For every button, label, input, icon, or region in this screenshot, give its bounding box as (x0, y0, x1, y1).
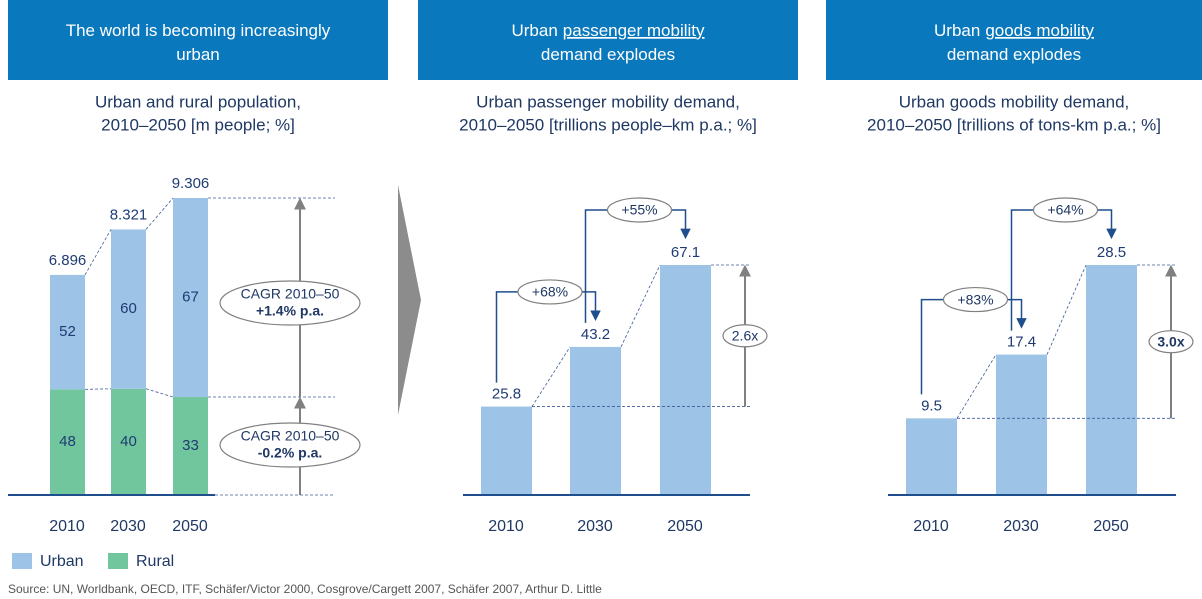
header-span: demand explodes (541, 45, 675, 64)
bar-segment (173, 198, 208, 397)
total-label: 6.896 (49, 252, 87, 269)
guide-line (145, 388, 174, 398)
segment-label: 52 (59, 323, 76, 340)
segment-label: 67 (182, 288, 199, 305)
chart-subtitle: Urban passenger mobility demand, (476, 92, 740, 111)
growth-label: +55% (621, 202, 657, 218)
bar (660, 265, 711, 495)
header-box (418, 0, 798, 80)
value-label: 9.5 (921, 397, 942, 414)
total-label: 9.306 (172, 175, 210, 192)
x-tick-label: 2030 (577, 518, 613, 535)
header-span: Urban (934, 21, 980, 40)
x-tick-label: 2010 (913, 518, 949, 535)
header-text: demand explodes (541, 45, 675, 64)
header-span: passenger mobility (563, 21, 705, 40)
bar (996, 354, 1047, 495)
bar (906, 418, 957, 495)
bar-segment (111, 229, 146, 389)
x-tick-label: 2030 (110, 518, 146, 535)
chart-subtitle: Urban goods mobility demand, (899, 92, 1130, 111)
bar-segment (50, 389, 85, 495)
callout (517, 279, 583, 305)
callout (722, 324, 768, 348)
legend-label: Rural (136, 553, 174, 570)
bar-segment (50, 274, 85, 390)
header-span: Urban (511, 21, 557, 40)
multiplier-label: 2.6x (732, 327, 758, 343)
growth-label: +68% (532, 284, 568, 300)
callout (942, 286, 1009, 313)
callout (1032, 197, 1099, 223)
header-text: Urban goods mobility (934, 21, 1094, 40)
header-text: Urban passenger mobility (511, 21, 705, 40)
header-text: urban (176, 45, 219, 64)
callout-value: +1.4% p.a. (256, 303, 324, 319)
chart-subtitle: 2010–2050 [trillions people–km p.a.; %] (459, 115, 757, 134)
callout-label: CAGR 2010–50 (241, 286, 340, 302)
bar-segment (173, 396, 208, 495)
bar-segment (111, 388, 146, 495)
guide-line (956, 354, 997, 419)
x-tick-label: 2010 (49, 518, 85, 535)
header-span: The world is becoming increasingly (66, 21, 331, 40)
guide-line (145, 197, 174, 230)
value-label: 43.2 (581, 326, 610, 343)
header-span: demand explodes (947, 45, 1081, 64)
chart-subtitle: Urban and rural population, (95, 92, 301, 111)
value-label: 25.8 (492, 386, 521, 403)
chart-subtitle: 2010–2050 [trillions of tons-km p.a.; %] (867, 115, 1161, 134)
callout (219, 422, 361, 468)
segment-label: 40 (120, 433, 137, 450)
guide-line (1046, 264, 1087, 355)
header-text: The world is becoming increasingly (66, 21, 331, 40)
growth-label: +64% (1047, 202, 1083, 218)
bar (481, 406, 532, 495)
guide-line (531, 346, 571, 407)
value-label: 17.4 (1007, 334, 1036, 351)
callout-label: CAGR 2010–50 (241, 428, 340, 444)
header-span: urban (176, 45, 219, 64)
total-label: 8.321 (110, 206, 148, 223)
guide-line (84, 229, 112, 276)
x-tick-label: 2050 (172, 518, 208, 535)
growth-label: +83% (957, 291, 993, 307)
bar (1086, 265, 1137, 495)
legend-label: Urban (40, 553, 84, 570)
header-text: demand explodes (947, 45, 1081, 64)
bar (570, 346, 621, 495)
segment-label: 60 (120, 300, 137, 317)
x-tick-label: 2050 (667, 518, 703, 535)
legend-swatch (108, 553, 128, 569)
x-tick-label: 2010 (488, 518, 524, 535)
legend-swatch (12, 553, 32, 569)
header-box (8, 0, 388, 80)
callout (1148, 330, 1194, 354)
x-tick-label: 2030 (1003, 518, 1039, 535)
callout (606, 197, 673, 223)
callout (219, 280, 361, 326)
segment-label: 48 (59, 433, 76, 450)
header-box (826, 0, 1202, 80)
value-label: 28.5 (1097, 244, 1126, 261)
source: Source: UN, Worldbank, OECD, ITF, Schäfe… (8, 582, 602, 596)
x-tick-label: 2050 (1093, 518, 1129, 535)
guide-line (84, 388, 112, 390)
callout-value: -0.2% p.a. (258, 445, 323, 461)
flow-arrow (398, 185, 421, 415)
value-label: 67.1 (671, 244, 700, 261)
segment-label: 33 (182, 437, 199, 454)
chart-subtitle: 2010–2050 [m people; %] (101, 115, 295, 134)
guide-line (620, 264, 661, 348)
header-span: goods mobility (985, 21, 1094, 40)
multiplier-label: 3.0x (1157, 333, 1184, 349)
